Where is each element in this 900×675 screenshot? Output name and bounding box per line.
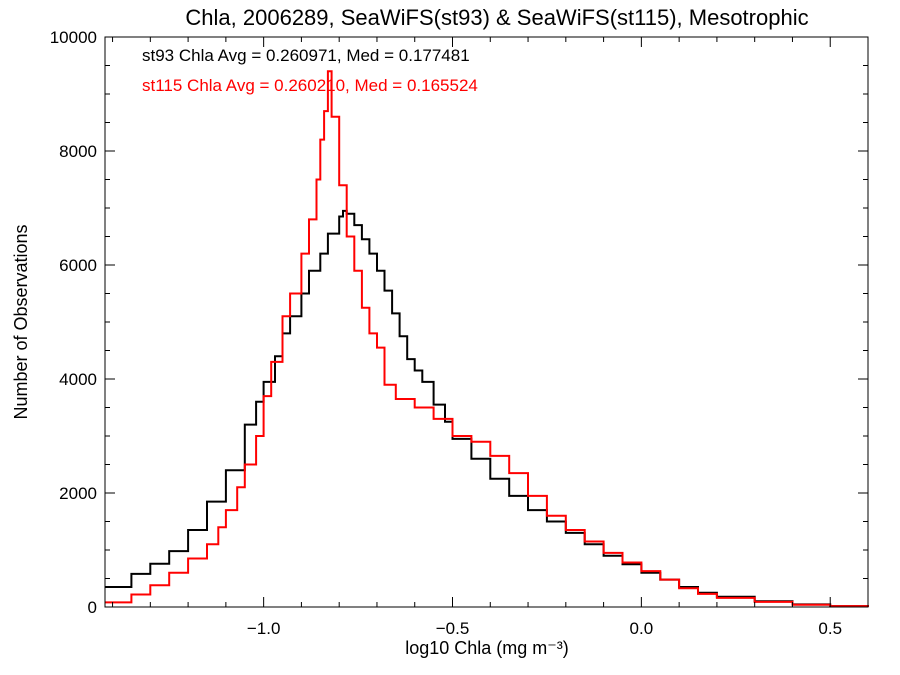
chart-title: Chla, 2006289, SeaWiFS(st93) & SeaWiFS(s…: [185, 5, 808, 30]
legend-layer: st93 Chla Avg = 0.260971, Med = 0.177481…: [142, 46, 478, 95]
y-axis-label: Number of Observations: [11, 224, 31, 419]
x-axis-label: log10 Chla (mg m⁻³): [405, 638, 569, 658]
y-tick-label: 0: [88, 598, 97, 617]
series-line-st115: [105, 70, 869, 608]
y-tick-label: 6000: [59, 256, 97, 275]
x-tick-label: 0.0: [630, 619, 654, 638]
y-tick-label: 8000: [59, 142, 97, 161]
legend-entry-st93: st93 Chla Avg = 0.260971, Med = 0.177481: [142, 46, 470, 65]
plot-frame: [104, 36, 869, 608]
legend-entry-st115: st115 Chla Avg = 0.260210, Med = 0.16552…: [142, 76, 478, 95]
series-layer: [105, 70, 869, 608]
series-line-st93: [105, 209, 869, 608]
x-tick-label: −1.0: [247, 619, 281, 638]
y-tick-label: 2000: [59, 484, 97, 503]
axis-layer: −1.0 −0.5 0.0 0.5 0 2000 4000 6000 8000 10000: [50, 28, 869, 638]
y-tick-label: 4000: [59, 370, 97, 389]
x-tick-label: −0.5: [436, 619, 470, 638]
x-tick-label: 0.5: [818, 619, 842, 638]
y-tick-label: 10000: [50, 28, 97, 47]
